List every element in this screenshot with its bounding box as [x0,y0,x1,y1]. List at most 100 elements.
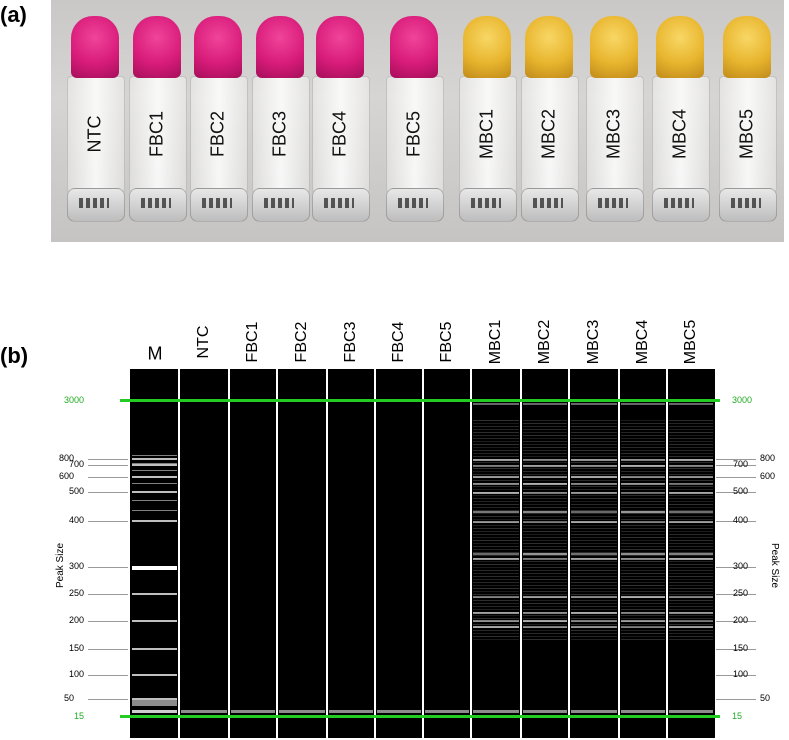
gel-band [669,558,713,560]
gel-band [669,465,713,466]
gel-band [571,420,617,421]
gel-band [571,543,617,544]
gel-band [571,504,617,505]
gel-band [621,462,665,463]
gel-band [571,615,617,616]
gel-band [621,444,665,445]
gel-band [621,447,665,448]
gel-band [571,465,617,467]
tube-body [521,76,579,198]
gel-band [132,500,177,501]
tube-cap [71,16,119,78]
gel-band [523,429,567,430]
gel-band [621,630,665,631]
gel-band [621,585,665,586]
gel-band [473,476,519,478]
gel-band [523,710,567,713]
gel-band [621,612,665,614]
gel-band [669,480,713,481]
gel-band [523,468,567,469]
lower-marker-line [120,715,720,718]
lane-separator [666,369,668,738]
gel-band [523,567,567,568]
gel-band [669,630,713,631]
gel-band [473,510,519,511]
tube-marks [264,198,294,208]
gel-band [571,558,617,560]
gel-band [473,426,519,427]
gel-band [669,570,713,571]
gel-band [571,582,617,583]
gel-band [621,606,665,607]
gel-band [523,615,567,616]
tube-base [459,188,517,222]
gel-band [473,596,519,598]
gel-band [473,582,519,583]
gel-band [523,480,567,481]
gel-band [669,465,713,467]
gel-band [669,606,713,607]
tube-photo: NTC FBC1 FBC2 FBC3 FBC4 FBC5 MBC1 MBC2 MBC3 MBC4 M… [51,0,784,242]
axis-tick [88,521,128,522]
gel-band [669,588,713,589]
gel-band [571,403,617,405]
gel-band [473,588,519,589]
axis-tick [716,699,756,700]
gel-band [523,420,567,421]
gel-band [523,471,567,472]
gel-band [669,594,713,595]
gel-band [523,620,567,622]
tube-marks [398,198,428,208]
gel-band [523,573,567,574]
gel-band [669,552,713,553]
gel-band [523,528,567,529]
gel-band [523,423,567,424]
gel-band [669,537,713,538]
lane-label-fbc1: FBC1 [244,321,261,363]
axis-tick [88,649,128,650]
gel-band [669,447,713,448]
gel-band [523,486,567,487]
gel-image [130,369,715,738]
gel-band [473,465,519,466]
gel-band [621,591,665,592]
gel-band [669,576,713,577]
lane-separator [228,369,230,738]
gel-band [523,438,567,439]
gel-band [473,552,519,553]
gel-band [473,483,519,485]
tube-fbc5: FBC5 [384,16,444,226]
gel-band [523,591,567,592]
axis-tick-label: 600 [760,471,776,481]
gel-band [621,537,665,538]
gel-band [621,609,665,610]
gel-band [669,444,713,445]
tube-body [67,76,125,198]
gel-band [571,579,617,580]
gel-band [669,489,713,490]
gel-band [132,700,177,706]
gel-band [523,474,567,475]
gel-band [571,596,617,598]
gel-band [523,639,567,640]
gel-band [523,465,567,467]
gel-band [669,483,713,484]
axis-tick-label: 250 [68,588,84,598]
gel-band [669,534,713,535]
gel-band [669,504,713,505]
gel-band [621,516,665,517]
gel-band [669,474,713,475]
gel-band [473,507,519,508]
gel-band [473,459,519,461]
lane-label-mbc5: MBC5 [682,319,699,365]
gel-band [669,546,713,547]
gel-band [669,501,713,502]
lane-label-marker: M [147,343,163,364]
gel-band [571,429,617,430]
gel-band [621,639,665,640]
gel-band [571,521,617,523]
gel-band [571,507,617,508]
tube-marks [324,198,354,208]
gel-band [621,501,665,502]
axis-tick [88,675,128,676]
